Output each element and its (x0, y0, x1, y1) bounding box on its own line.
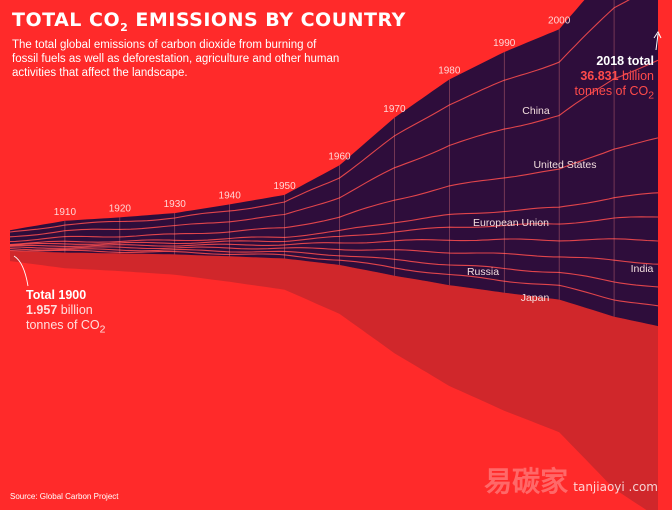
year-tick-label: 1950 (273, 181, 296, 192)
callout-2018-leader (655, 33, 659, 51)
year-tick-label: 1920 (109, 203, 132, 214)
country-band-line (9, 249, 659, 307)
country-band-line (9, 246, 659, 265)
series-label: India (631, 263, 654, 275)
callout-1900-unit-b: tonnes of CO (26, 318, 100, 332)
country-band-line (9, 192, 659, 246)
callout-1900-label: Total 1900 (26, 288, 87, 302)
callout-2018: 2018 total 36.831 billion tonnes of CO2 (575, 54, 654, 104)
callout-2018-unit-b: tonnes of CO (574, 84, 649, 98)
callout-2018-unit-a: billion (618, 69, 654, 83)
callout-2018-label: 2018 total (596, 54, 654, 68)
year-tick-label: 1960 (328, 151, 351, 162)
year-tick-label: 1970 (383, 104, 406, 115)
series-label: Japan (521, 292, 550, 304)
chart-title: TOTAL CO2 EMISSIONS BY COUNTRY (12, 9, 406, 34)
year-tick-label: 1990 (493, 38, 516, 49)
year-tick-label: 2000 (548, 15, 571, 26)
callout-2018-unit-sub: 2 (648, 90, 654, 102)
country-band-line (9, 137, 659, 243)
series-label: European Union (473, 217, 549, 229)
total-emissions-area (10, 0, 658, 327)
country-band-line (9, 59, 659, 238)
callout-1900-leader (13, 255, 29, 287)
title-sub: 2 (120, 20, 129, 34)
series-label: United States (533, 159, 596, 171)
country-band-line (9, 248, 659, 288)
callout-1900-unit-sub: 2 (99, 324, 106, 336)
year-tick-label: 1940 (219, 190, 242, 201)
country-band-line (9, 0, 630, 233)
chart-subtitle: The total global emissions of carbon dio… (12, 39, 340, 79)
shadow-layer (10, 250, 658, 510)
callout-1900-unit-a: billion (57, 303, 93, 317)
watermark-logo: 易碳家 tanjiaoyi .com (484, 460, 658, 500)
series-label: China (522, 105, 550, 117)
year-tick-label: 1910 (54, 207, 77, 218)
projection-shadow (10, 250, 658, 510)
stream-layer (10, 0, 658, 327)
country-band-line (9, 238, 659, 247)
title-rest: EMISSIONS BY COUNTRY (128, 9, 406, 31)
callout-2018-value: 36.831 (580, 69, 619, 83)
band-layer (9, 0, 659, 307)
watermark-domain: tanjiaoyi .com (573, 480, 658, 494)
year-layer: 1910 1920 1930 1940 1950 1960 1970 1980 1990 2000… (54, 0, 615, 317)
watermark-zh: 易碳家 (484, 465, 569, 498)
callout-1900-value: 1.957 (26, 303, 58, 317)
year-tick-label: 1980 (438, 66, 461, 77)
source-note: Source: Global Carbon Project (10, 492, 119, 501)
country-band-line (9, 216, 659, 246)
callout-2018-arrowhead (653, 31, 662, 39)
series-label: Russia (467, 266, 499, 278)
title-main: TOTAL CO (12, 9, 121, 31)
callout-1900: Total 1900 1.957 billion tonnes of CO2 (26, 288, 105, 338)
label-layer: China United States European Union Russia In… (13, 31, 662, 304)
year-tick-label: 1930 (164, 199, 187, 210)
